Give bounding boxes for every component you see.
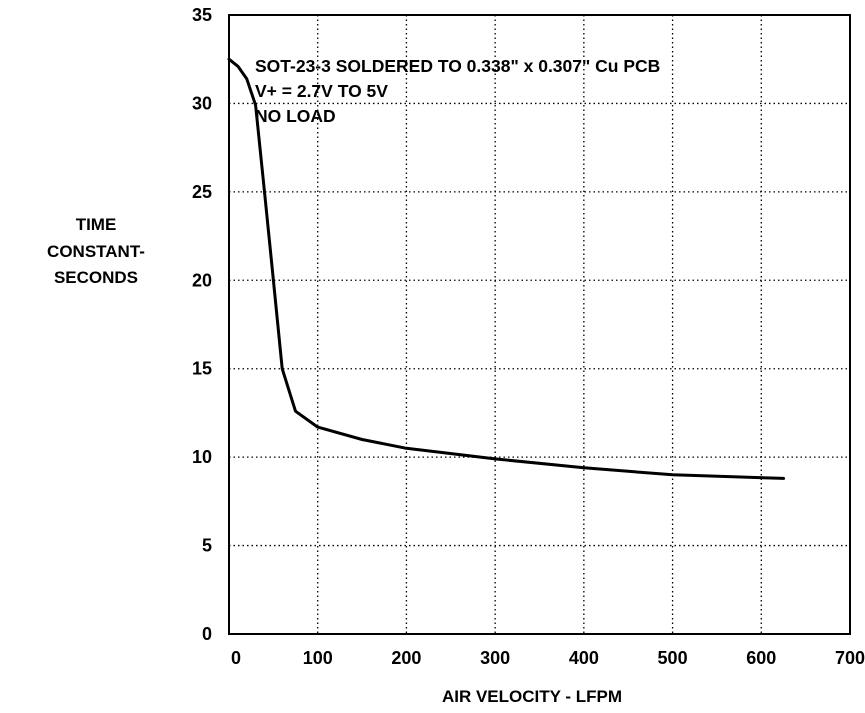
y-axis-label-line-2: CONSTANT- bbox=[47, 242, 145, 261]
y-tick-labels: 0 5 10 15 20 25 30 35 bbox=[192, 5, 212, 644]
annotation-block: SOT-23-3 SOLDERED TO 0.338" x 0.307" Cu … bbox=[255, 56, 660, 126]
plot-frame bbox=[228, 14, 851, 635]
y-tick-label: 35 bbox=[192, 5, 212, 25]
y-tick-label: 20 bbox=[192, 270, 212, 290]
y-tick-label: 5 bbox=[202, 536, 212, 556]
x-tick-label: 100 bbox=[303, 648, 333, 668]
annotation-line-3: NO LOAD bbox=[255, 106, 336, 126]
x-tick-label: 700 bbox=[835, 648, 865, 668]
annotation-line-1: SOT-23-3 SOLDERED TO 0.338" x 0.307" Cu … bbox=[255, 56, 660, 76]
x-tick-label: 200 bbox=[391, 648, 421, 668]
y-tick-label: 0 bbox=[202, 624, 212, 644]
x-tick-label: 0 bbox=[231, 648, 241, 668]
x-tick-label: 400 bbox=[569, 648, 599, 668]
y-axis-label-line-1: TIME bbox=[76, 215, 117, 234]
grid bbox=[229, 15, 850, 634]
x-tick-label: 600 bbox=[746, 648, 776, 668]
x-tick-label: 500 bbox=[658, 648, 688, 668]
y-tick-label: 15 bbox=[192, 359, 212, 379]
annotation-line-2: V+ = 2.7V TO 5V bbox=[255, 81, 388, 101]
x-tick-labels: 0 100 200 300 400 500 600 700 bbox=[231, 648, 865, 668]
y-axis-label: TIME CONSTANT- SECONDS bbox=[47, 215, 145, 287]
y-tick-label: 30 bbox=[192, 93, 212, 113]
x-tick-label: 300 bbox=[480, 648, 510, 668]
y-axis-label-line-3: SECONDS bbox=[54, 268, 138, 287]
y-tick-label: 25 bbox=[192, 182, 212, 202]
series-line bbox=[227, 57, 785, 480]
y-tick-label: 10 bbox=[192, 447, 212, 467]
x-axis-label: AIR VELOCITY - LFPM bbox=[442, 687, 622, 706]
